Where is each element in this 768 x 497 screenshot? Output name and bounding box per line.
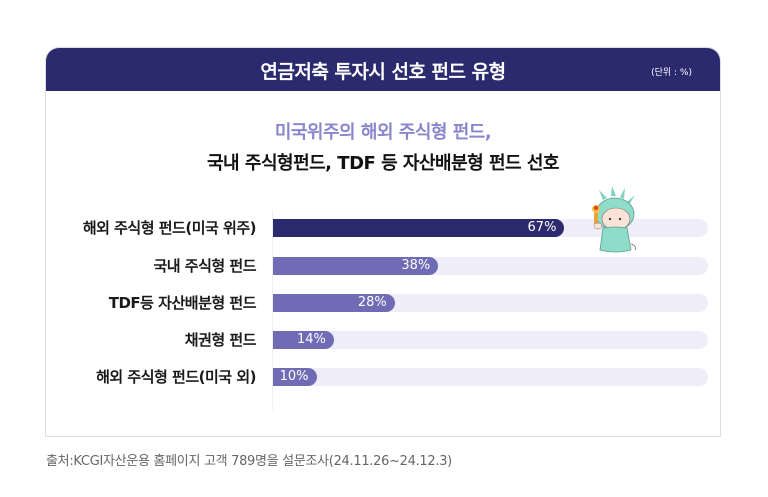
bar-row: 채권형 펀드 14% [46,330,720,350]
bar-fill: 14% [273,331,334,349]
bar-label: 해외 주식형 펀드(미국 위주) [82,219,257,237]
chart-title: 연금저축 투자시 선호 펀드 유형 [260,61,506,83]
bar-track: 28% [273,294,708,312]
bar-row: 국내 주식형 펀드 38% [46,256,720,276]
chart-panel: 연금저축 투자시 선호 펀드 유형 (단위 : %) 미국위주의 해외 주식형 … [45,47,721,437]
bar-track: 10% [273,368,708,386]
bar-value: 38% [401,258,431,273]
bar-fill: 28% [273,294,395,312]
bar-track: 67% [273,219,708,237]
bar-value: 28% [357,295,387,310]
bar-label: 국내 주식형 펀드 [153,257,256,275]
bar-row: 해외 주식형 펀드(미국 위주) 67% [46,218,720,238]
bar-value: 67% [527,220,557,235]
bar-value: 14% [296,332,326,347]
bar-fill: 38% [273,257,439,275]
bar-fill: 10% [273,368,317,386]
bar-track: 14% [273,331,708,349]
bar-fill: 67% [273,219,565,237]
statue-of-liberty-mascot-icon [592,186,636,253]
bar-track: 38% [273,257,708,275]
source-note: 출처:KCGI자산운용 홈페이지 고객 789명을 설문조사(24.11.26~… [46,454,452,469]
bar-value: 10% [279,369,309,384]
chart-header: 연금저축 투자시 선호 펀드 유형 (단위 : %) [46,48,720,91]
bar-label: 해외 주식형 펀드(미국 외) [96,368,256,386]
unit-label: (단위 : %) [651,68,692,78]
y-axis-line [272,210,273,410]
bar-label: TDF등 자산배분형 펀드 [108,294,257,312]
subtitle-line-1: 미국위주의 해외 주식형 펀드, [274,122,492,143]
bar-label: 채권형 펀드 [184,331,257,349]
bar-row: TDF등 자산배분형 펀드 28% [46,293,720,313]
bar-row: 해외 주식형 펀드(미국 외) 10% [46,367,720,387]
subtitle-line-2: 국내 주식형펀드, TDF 등 자산배분형 펀드 선호 [207,153,559,174]
